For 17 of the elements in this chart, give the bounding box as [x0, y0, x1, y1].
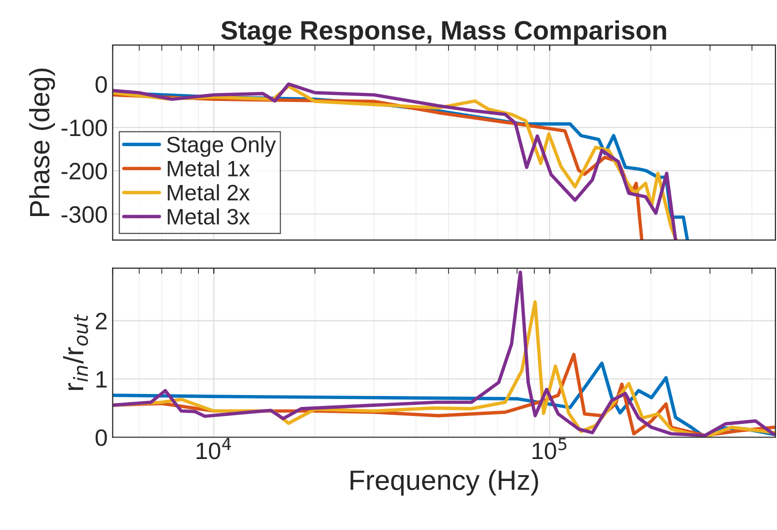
legend-label: Metal 3x [168, 208, 250, 225]
y-tick-label: 1 [96, 371, 107, 388]
legend-label: Metal 1x [168, 160, 250, 176]
y-tick-label: -100 [62, 119, 107, 136]
x-tick-label: 10$^{5}$ [532, 438, 566, 460]
y-axis-title: Phase (deg) [29, 68, 55, 216]
y-axis-title: r$_{in}$/r$_{out}$ [63, 314, 88, 390]
y-tick-label: 0 [96, 76, 107, 93]
legend-label: Stage Only [167, 136, 276, 157]
x-tick-label: 10$^{4}$ [196, 438, 231, 460]
y-tick-label: 0 [96, 429, 107, 446]
y-tick-label: 2 [96, 312, 107, 330]
legend-label: Metal 2x [168, 184, 250, 201]
y-tick-label: -200 [62, 162, 107, 180]
x-axis-title: Frequency (Hz) [350, 470, 538, 496]
y-tick-label: -300 [62, 206, 107, 223]
chart-title: Stage Response, Mass Comparison [221, 20, 666, 46]
